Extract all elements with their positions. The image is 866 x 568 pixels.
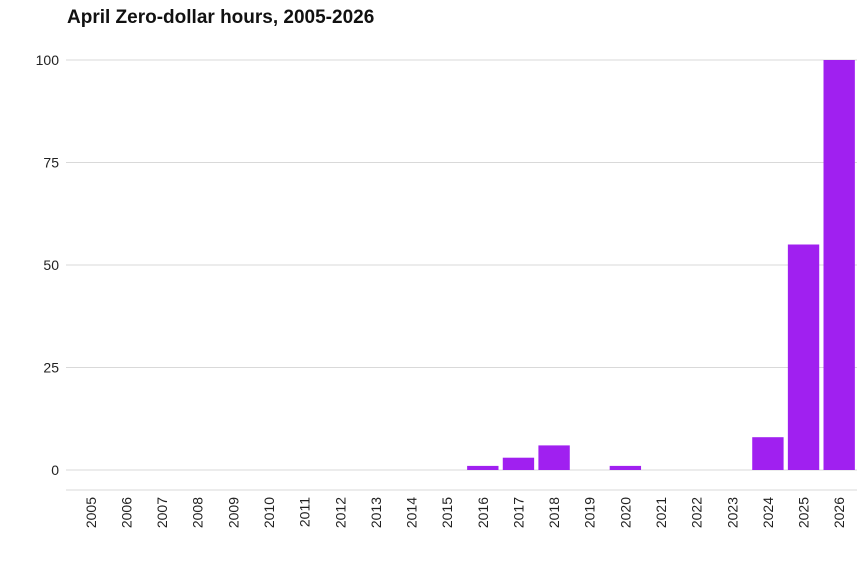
x-tick-labels: 2005 2006 2007 2008 2009 2010 2011 2012 2013 2014… [83, 497, 847, 528]
bar-2024 [752, 437, 784, 470]
x-tick-label: 2006 [118, 497, 134, 528]
bar-2020 [609, 465, 642, 470]
x-tick-label: 2024 [760, 497, 776, 528]
x-tick-label: 2007 [154, 497, 170, 528]
bar-2018 [538, 445, 570, 470]
x-tick-label: 2026 [831, 497, 847, 528]
x-tick-label: 2014 [404, 497, 420, 528]
x-tick-label: 2008 [190, 497, 206, 528]
x-tick-label: 2020 [617, 497, 633, 528]
x-tick-label: 2012 [332, 497, 348, 528]
bar-2026 [823, 60, 855, 470]
x-tick-label: 2021 [653, 497, 669, 528]
x-tick-label: 2005 [83, 497, 99, 528]
x-tick-label: 2022 [689, 497, 705, 528]
gridlines [66, 59, 857, 471]
bar-2016 [467, 465, 499, 470]
x-tick-label: 2019 [582, 497, 598, 528]
y-tick-label: 25 [43, 360, 59, 376]
bar-2017 [502, 457, 535, 470]
x-tick-label: 2015 [439, 497, 455, 528]
x-tick-label: 2016 [475, 497, 491, 528]
y-tick-label: 50 [43, 257, 59, 273]
x-tick-label: 2009 [225, 497, 241, 528]
bars [467, 60, 855, 470]
x-tick-label: 2013 [368, 497, 384, 528]
y-tick-label: 75 [43, 155, 59, 171]
chart-title: April Zero-dollar hours, 2005-2026 [67, 7, 375, 28]
x-tick-label: 2017 [510, 497, 526, 528]
y-tick-label: 100 [36, 52, 60, 68]
y-tick-labels: 0 25 50 75 100 [36, 52, 60, 478]
x-tick-label: 2018 [546, 497, 562, 528]
x-tick-label: 2011 [297, 497, 313, 527]
x-tick-label: 2025 [796, 497, 812, 528]
x-tick-label: 2010 [261, 497, 277, 528]
y-tick-label: 0 [51, 462, 59, 478]
x-tick-label: 2023 [724, 497, 740, 528]
bar-2025 [787, 244, 820, 470]
